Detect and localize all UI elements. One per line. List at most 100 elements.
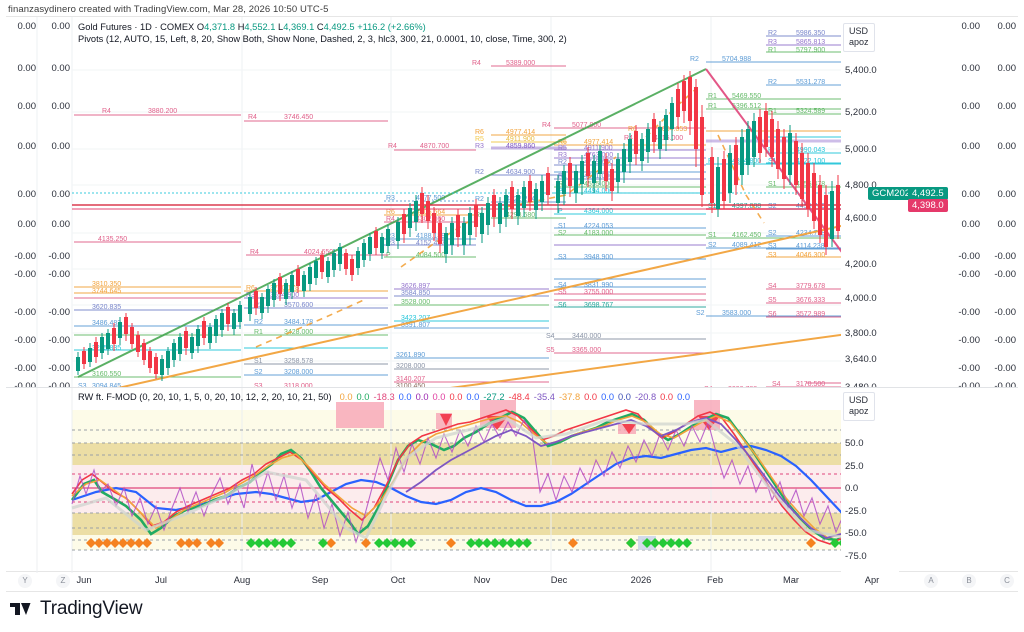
time-axis-button-y[interactable]: Y [18, 574, 32, 588]
svg-text:4555.000: 4555.000 [584, 181, 613, 188]
svg-text:3570.600: 3570.600 [284, 302, 313, 309]
indicator-value: 0.0 [466, 392, 480, 402]
value-cell: -0.00 [958, 269, 980, 280]
time-label-oct: Oct [390, 575, 406, 585]
indicator-value: 0.0 [339, 392, 353, 402]
svg-text:S2: S2 [768, 230, 777, 237]
svg-text:3880.200: 3880.200 [148, 108, 177, 115]
indicator-scale[interactable]: USD apoz 50.0 25.0 0.0 -25.0 -50.0 -75.0 [841, 388, 899, 573]
svg-text:R4: R4 [388, 143, 397, 150]
time-axis-button-c[interactable]: C [1000, 574, 1014, 588]
svg-text:S4: S4 [546, 333, 555, 340]
svg-text:S4: S4 [704, 386, 713, 387]
svg-text:3746.450: 3746.450 [284, 114, 313, 121]
legend-symbol[interactable]: Gold Futures · 1D · COMEX [78, 22, 195, 32]
indicator-unit-box: USD apoz [843, 392, 875, 421]
legend-close-label: C [316, 22, 324, 32]
indicator-values: 0.0 0.0 -18.3 0.0 0.0 0.0 0.0 0.0 -27.2 -48.4 -35.… [336, 392, 690, 402]
svg-text:3208.000: 3208.000 [396, 363, 425, 370]
price-tick: 4,200.0 [845, 259, 877, 270]
svg-text:S4: S4 [768, 283, 777, 290]
svg-text:3779.678: 3779.678 [796, 283, 825, 290]
ticker-pill[interactable]: GCM2026 [868, 187, 920, 200]
svg-text:3948.900: 3948.900 [584, 254, 613, 261]
indicator-value: 0.0 [356, 392, 370, 402]
svg-text:S1: S1 [254, 358, 263, 365]
price-scale[interactable]: USD apoz 5,400.0 5,200.0 5,000.0 4,800.0… [841, 17, 899, 387]
svg-text:3744.645: 3744.645 [92, 288, 121, 295]
svg-text:S5: S5 [558, 289, 567, 296]
svg-text:3391.807: 3391.807 [401, 322, 430, 329]
value-cell: 0.00 [51, 101, 71, 112]
indicator-legend[interactable]: RW ft. F-MOD (0, 20, 10, 1, 5, 0, 20, 10… [78, 392, 690, 402]
legend-close-value: 4,492.5 [323, 22, 355, 32]
svg-text:3261.890: 3261.890 [396, 352, 425, 359]
svg-text:4224.053: 4224.053 [584, 223, 613, 230]
main-chart-pane[interactable]: R4 3880.200 3810.350 3744.645 3620.835 34… [6, 17, 1018, 388]
tv-mark-icon [10, 603, 31, 615]
svg-text:R4: R4 [542, 122, 551, 129]
value-cell: 0.00 [51, 63, 71, 74]
svg-text:5704.988: 5704.988 [722, 56, 751, 63]
indicator-plot-area[interactable]: RW ft. F-MOD (0, 20, 10, 1, 5, 0, 20, 10… [6, 388, 1018, 573]
svg-text:3676.333: 3676.333 [796, 297, 825, 304]
value-cell: -0.00 [14, 251, 36, 262]
secondary-price-tag[interactable]: 4,398.0 [908, 199, 948, 212]
value-cell: 0.00 [17, 101, 37, 112]
footer-brand[interactable]: TradingView [10, 598, 143, 620]
value-cell: -0.00 [48, 269, 70, 280]
svg-text:R3: R3 [475, 143, 484, 150]
svg-text:R1: R1 [254, 329, 263, 336]
svg-text:3528.000: 3528.000 [401, 299, 430, 306]
indicator-pane[interactable]: RW ft. F-MOD (0, 20, 10, 1, 5, 0, 20, 10… [6, 388, 1018, 573]
svg-text:3698.767: 3698.767 [584, 302, 613, 309]
svg-text:4634.900: 4634.900 [506, 169, 535, 176]
indicator-tick: 25.0 [845, 461, 864, 472]
svg-text:S5: S5 [768, 297, 777, 304]
time-axis-button-a[interactable]: A [924, 574, 938, 588]
value-cell: -0.00 [14, 307, 36, 318]
value-cell: 0.00 [17, 219, 37, 230]
study-legend[interactable]: Pivots (12, AUTO, 15, Left, 8, 20, Show … [78, 34, 567, 44]
time-axis[interactable]: Y Z Jun Jul Aug Sep Oct Nov Dec 2026 Feb… [6, 572, 1018, 592]
price-tick: 5,000.0 [845, 144, 877, 155]
svg-text:3170.500: 3170.500 [796, 381, 825, 387]
svg-text:R3: R3 [246, 292, 255, 299]
svg-text:S3: S3 [768, 252, 777, 259]
svg-text:3484.178: 3484.178 [284, 319, 313, 326]
svg-text:4922.100: 4922.100 [796, 158, 825, 165]
indicator-unit-currency: USD [849, 395, 869, 405]
svg-text:S3: S3 [254, 383, 263, 387]
svg-text:3160.550: 3160.550 [92, 371, 121, 378]
main-plot-area[interactable]: R4 3880.200 3810.350 3744.645 3620.835 34… [6, 17, 1018, 387]
value-cell: -0.00 [958, 251, 980, 262]
svg-text:P: P [558, 208, 563, 215]
svg-text:R1: R1 [475, 212, 484, 219]
svg-text:4601.000: 4601.000 [584, 173, 613, 180]
indicator-value: 0.0 [660, 392, 674, 402]
time-label-2026: 2026 [630, 575, 652, 585]
svg-text:R3: R3 [768, 39, 777, 46]
indicator-value: -18.3 [373, 392, 395, 402]
indicator-value: 0.0 [584, 392, 598, 402]
legend-low-value: 4,369.1 [283, 22, 315, 32]
value-cell: 0.00 [17, 21, 37, 32]
svg-text:S1: S1 [768, 181, 777, 188]
price-tick: 3,480.0 [845, 382, 877, 388]
time-label-apr: Apr [864, 575, 880, 585]
time-axis-button-z[interactable]: Z [56, 574, 70, 588]
time-axis-button-b[interactable]: B [962, 574, 976, 588]
value-cell: -0.00 [48, 251, 70, 262]
svg-text:4422.214: 4422.214 [506, 196, 535, 203]
svg-text:4494.000: 4494.000 [584, 188, 613, 195]
svg-text:4162.450: 4162.450 [732, 232, 761, 239]
svg-text:4046.300: 4046.300 [796, 252, 825, 259]
svg-text:5389.000: 5389.000 [506, 60, 535, 67]
svg-text:3090.788: 3090.788 [728, 386, 757, 387]
last-price-tag[interactable]: 4,492.5 [908, 187, 948, 200]
svg-text:S2: S2 [768, 203, 777, 210]
time-label-feb: Feb [706, 575, 724, 585]
time-label-dec: Dec [550, 575, 568, 585]
indicator-title: RW ft. F-MOD (0, 20, 10, 1, 5, 0, 20, 10… [78, 392, 332, 402]
tradingview-wordmark: TradingView [40, 598, 143, 619]
